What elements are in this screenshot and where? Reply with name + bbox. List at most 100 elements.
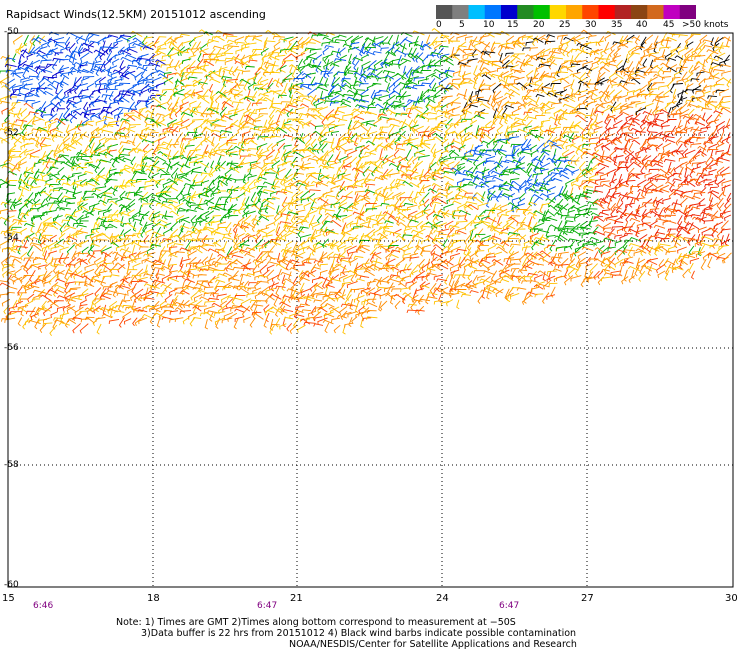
wind-barb	[310, 94, 317, 106]
wind-barb	[431, 74, 442, 80]
wind-barb	[430, 143, 436, 154]
wind-barb	[551, 143, 562, 150]
wind-barb	[702, 112, 706, 122]
wind-barb	[692, 85, 702, 94]
wind-barb	[237, 142, 249, 146]
wind-barb	[423, 95, 431, 103]
wind-barb	[702, 59, 706, 71]
wind-barb	[22, 173, 30, 185]
wind-barb	[589, 123, 600, 128]
wind-barb	[306, 63, 317, 68]
wind-barb	[119, 89, 125, 102]
wind-barb	[204, 131, 208, 143]
wind-barb	[304, 209, 312, 222]
wind-barb	[379, 42, 390, 47]
wind-barb	[517, 269, 528, 273]
wind-barb	[391, 58, 401, 64]
wind-barb	[180, 47, 190, 56]
wind-barb	[142, 64, 153, 69]
wind-barb	[300, 48, 310, 57]
wind-barb	[480, 49, 485, 60]
wind-barb	[618, 161, 629, 165]
wind-barb	[413, 100, 424, 106]
wind-barb	[55, 82, 59, 95]
wind-barb	[627, 52, 635, 62]
wind-barb	[540, 168, 549, 174]
wind-barb	[430, 127, 443, 132]
wind-barb	[131, 59, 143, 66]
wind-barb	[80, 96, 90, 102]
wind-barb	[668, 190, 676, 199]
wind-barb	[197, 95, 209, 100]
wind-barb	[162, 76, 174, 84]
wind-barb	[648, 46, 657, 53]
wind-barb	[666, 57, 677, 61]
wind-barb	[342, 93, 354, 98]
wind-barb	[374, 142, 383, 152]
wind-barb	[265, 215, 274, 220]
wind-barb	[60, 161, 72, 168]
wind-barb	[620, 105, 634, 110]
wind-barb	[229, 123, 240, 128]
wind-barb	[449, 149, 460, 157]
wind-barb	[248, 185, 258, 193]
wind-barb	[89, 108, 101, 114]
wind-barb	[105, 42, 113, 55]
wind-barb	[222, 113, 233, 118]
wind-barb	[56, 108, 66, 112]
wind-barb	[225, 125, 234, 132]
wind-barb	[603, 217, 617, 222]
wind-barb	[580, 50, 593, 56]
wind-barb	[644, 34, 654, 45]
wind-barb	[493, 116, 504, 120]
wind-barb	[677, 119, 682, 130]
wind-barb	[247, 140, 258, 146]
wind-barb	[477, 228, 484, 238]
wind-barb	[656, 178, 666, 183]
wind-barb	[679, 54, 684, 67]
wind-barb	[364, 110, 378, 116]
wind-barb	[686, 83, 694, 91]
wind-barb	[388, 162, 399, 168]
wind-barb	[343, 84, 353, 90]
wind-barb	[553, 167, 563, 172]
wind-barb	[118, 93, 131, 97]
wind-barb	[153, 36, 160, 48]
wind-barb	[628, 77, 641, 82]
wind-barb	[109, 172, 120, 178]
wind-barb	[410, 104, 423, 109]
wind-barb	[76, 82, 88, 90]
wind-barb	[371, 42, 382, 48]
wind-barb	[388, 90, 396, 99]
wind-barb	[275, 127, 288, 134]
wind-barb	[20, 77, 29, 83]
wind-barb	[106, 82, 118, 89]
wind-barb	[662, 132, 671, 142]
wind-barb	[409, 127, 419, 133]
wind-barb	[18, 86, 30, 91]
wind-barb	[196, 161, 209, 168]
wind-barb	[181, 164, 191, 169]
wind-barb	[647, 181, 658, 188]
wind-barb	[252, 83, 264, 89]
wind-barb	[640, 93, 653, 98]
wind-barb	[680, 161, 688, 169]
wind-barb	[408, 190, 414, 202]
wind-barb	[694, 121, 706, 126]
wind-barb	[553, 108, 562, 117]
wind-barb	[617, 95, 628, 102]
wind-barb	[401, 174, 411, 179]
wind-barb	[139, 107, 147, 113]
wind-barb	[118, 90, 131, 95]
wind-barb	[260, 208, 269, 213]
wind-barb	[201, 126, 208, 136]
wind-barb	[106, 124, 117, 128]
wind-barb	[487, 166, 497, 176]
wind-barb	[130, 280, 143, 285]
wind-barb	[373, 94, 382, 99]
wind-barb	[548, 59, 556, 70]
wind-barb	[380, 58, 388, 69]
wind-barb	[469, 149, 479, 153]
wind-barb	[420, 70, 432, 74]
wind-barb	[208, 83, 214, 93]
